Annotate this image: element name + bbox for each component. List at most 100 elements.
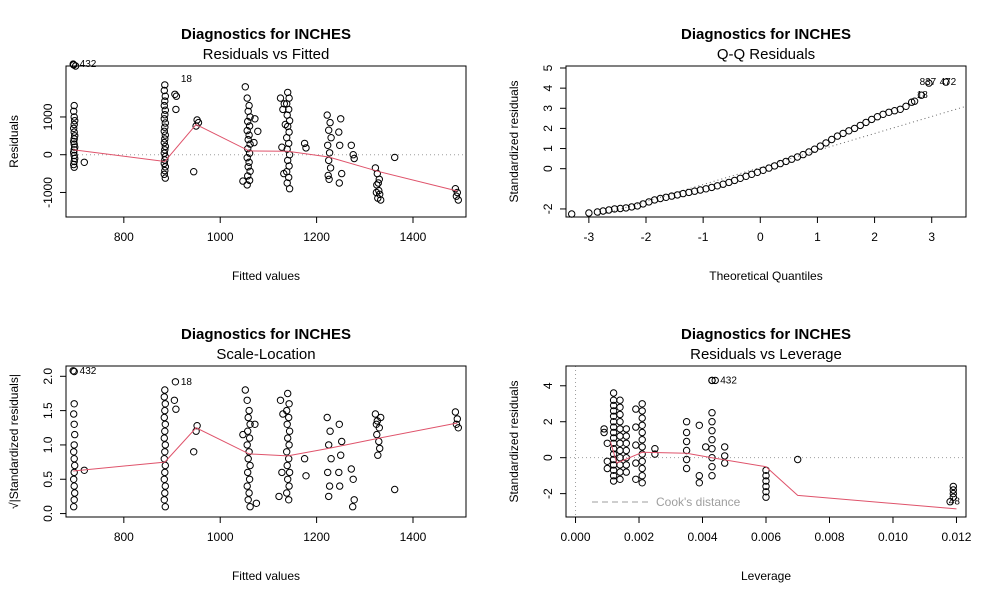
data-point [638, 443, 646, 451]
data-point [856, 121, 864, 130]
data-point [245, 101, 253, 110]
data-point [616, 439, 624, 447]
data-point [338, 169, 346, 178]
data-point [161, 97, 169, 105]
data-point [336, 141, 344, 150]
data-point [651, 445, 659, 453]
y-tick-label: 1.0 [41, 436, 55, 453]
data-point [161, 174, 170, 182]
data-point [285, 482, 293, 490]
data-point [702, 443, 710, 451]
data-point [325, 482, 334, 490]
data-point [708, 445, 716, 453]
data-point [326, 164, 335, 172]
data-point [161, 111, 169, 119]
x-tick-label: 0.008 [814, 530, 844, 544]
data-point [244, 117, 252, 126]
data-point [323, 111, 331, 119]
point-annotation: 432 [80, 59, 97, 70]
data-point [616, 204, 624, 213]
data-point [160, 413, 169, 422]
data-point [375, 437, 383, 446]
data-point [603, 457, 611, 465]
data-point [71, 62, 80, 70]
x-axis-label: Theoretical Quantiles [709, 269, 822, 283]
data-point [708, 376, 716, 385]
data-point [283, 406, 291, 415]
data-point [349, 151, 357, 159]
data-point [711, 376, 719, 385]
data-point [338, 437, 346, 446]
data-point [324, 468, 332, 477]
x-axis-label: Fitted values [232, 569, 300, 583]
data-point [347, 465, 355, 473]
data-point [280, 100, 288, 108]
data-point [696, 186, 704, 194]
data-point [605, 206, 613, 214]
data-point [161, 461, 170, 470]
data-point [828, 135, 836, 144]
data-point [241, 83, 250, 91]
data-point [377, 413, 385, 422]
smooth-line [609, 441, 957, 510]
data-point [324, 171, 332, 180]
data-point [70, 146, 78, 154]
data-point [161, 400, 170, 408]
data-point [160, 170, 169, 179]
plot-frame [65, 65, 467, 218]
data-point [284, 434, 292, 442]
data-point [862, 118, 870, 127]
data-point [244, 468, 252, 477]
y-tick-label: 2.0 [41, 368, 55, 385]
data-point [239, 430, 247, 439]
data-point [161, 135, 169, 143]
data-point [246, 140, 254, 148]
data-point [244, 413, 252, 422]
data-point [391, 153, 399, 162]
data-point [160, 455, 169, 463]
cooks-distance-legend: Cook's distance [656, 495, 741, 509]
data-point [71, 489, 79, 497]
chart-title: Diagnostics for INCHES [181, 326, 351, 343]
data-point [902, 102, 910, 111]
data-point [632, 405, 640, 413]
data-point [762, 488, 770, 496]
data-point [762, 482, 770, 491]
data-point [245, 489, 253, 497]
data-point [377, 196, 385, 204]
data-point [628, 203, 636, 211]
data-point [246, 113, 254, 121]
y-tick-label: -1000 [41, 177, 55, 208]
data-point [616, 396, 624, 404]
data-point [325, 175, 333, 184]
data-point [721, 459, 729, 467]
data-point [325, 149, 334, 157]
data-point [70, 468, 78, 477]
data-point [160, 475, 169, 483]
data-point [609, 472, 618, 480]
x-tick-label: -2 [641, 230, 652, 244]
data-point [244, 135, 252, 144]
data-point [70, 160, 78, 169]
data-point [278, 143, 286, 151]
data-point [616, 403, 624, 411]
data-point [71, 461, 79, 470]
data-point [161, 142, 170, 151]
x-tick-label: 1000 [207, 530, 234, 544]
y-tick-label: 0.0 [41, 505, 55, 522]
x-tick-label: 2 [871, 230, 878, 244]
data-point [160, 86, 169, 95]
data-point [70, 135, 78, 143]
data-point [278, 468, 286, 477]
data-point [335, 128, 343, 136]
data-point [372, 420, 381, 428]
data-point [279, 105, 287, 114]
x-tick-label: 0.006 [751, 530, 781, 544]
data-point [245, 131, 253, 139]
data-point [284, 389, 292, 398]
data-point [632, 459, 640, 467]
data-point [638, 479, 646, 487]
data-point [172, 405, 180, 413]
data-point [638, 436, 646, 444]
